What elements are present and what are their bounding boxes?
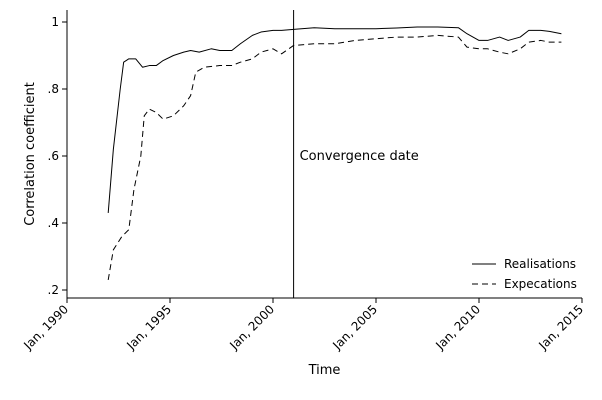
plot-region — [66, 10, 582, 299]
series-line-realisations — [107, 26, 562, 213]
convergence-label: Convergence date — [300, 149, 419, 164]
y-tick-label: .2 — [48, 283, 59, 297]
legend-label-expecations: Expecations — [504, 277, 577, 291]
annotation-layer: Convergence date — [293, 10, 419, 298]
y-tick-label: .6 — [48, 149, 59, 163]
legend-label-realisations: Realisations — [504, 257, 576, 271]
series-line-expecations — [107, 34, 562, 281]
legend: Realisations Expecations — [472, 257, 577, 291]
y-axis: .2 .4 .6 .8 1 — [48, 15, 67, 297]
y-tick-label: 1 — [51, 15, 59, 29]
y-tick-label: .8 — [48, 82, 59, 96]
series-layer — [107, 26, 562, 281]
y-axis-title: Correlation coefficient — [23, 82, 38, 226]
x-axis-title: Time — [308, 363, 341, 378]
y-tick-label: .4 — [48, 216, 59, 230]
